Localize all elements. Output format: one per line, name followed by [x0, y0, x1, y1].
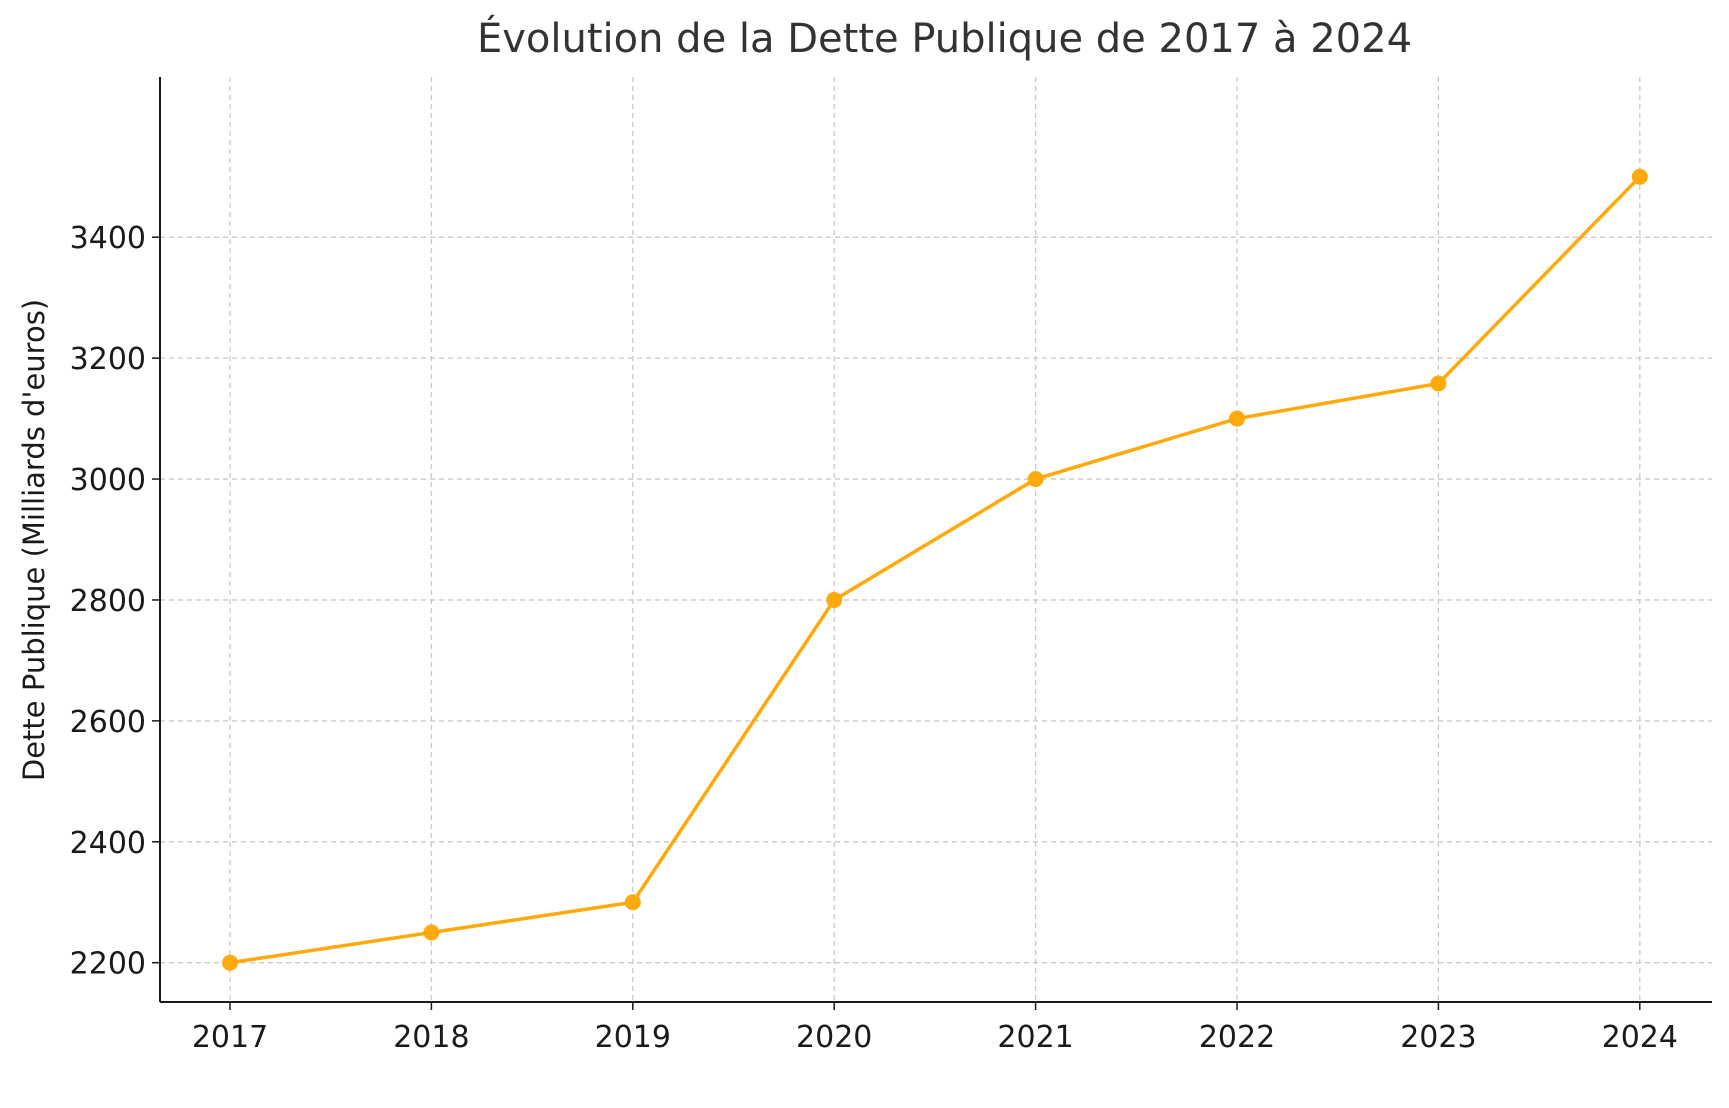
y-tick-label: 2800	[70, 584, 146, 619]
y-tick-label: 3000	[70, 463, 146, 498]
grid	[160, 77, 1712, 1002]
tick-labels: 2017 2018 2019 2020 2021 2022 2023 2024 2200 2400…	[70, 221, 1678, 1055]
data-point	[1229, 410, 1245, 427]
y-tick-label: 2400	[70, 826, 146, 861]
series	[222, 168, 1648, 971]
x-tick-label: 2024	[1602, 1020, 1678, 1055]
x-tick-label: 2020	[796, 1020, 872, 1055]
axes	[152, 77, 1712, 1010]
data-point	[423, 924, 440, 941]
data-point	[1027, 471, 1044, 488]
data-point	[222, 954, 238, 971]
chart-title: Évolution de la Dette Publique de 2017 à…	[476, 16, 1413, 62]
data-point	[1430, 375, 1447, 392]
y-tick-label: 3200	[70, 342, 146, 377]
x-tick-label: 2018	[393, 1020, 469, 1055]
x-tick-label: 2019	[595, 1020, 671, 1055]
data-point	[826, 591, 843, 608]
y-tick-label: 2200	[70, 947, 146, 982]
x-tick-label: 2021	[997, 1020, 1073, 1055]
x-tick-label: 2023	[1400, 1020, 1476, 1055]
y-tick-label: 2600	[70, 705, 146, 740]
data-point	[624, 894, 641, 911]
x-tick-label: 2017	[192, 1020, 268, 1055]
x-tick-label: 2022	[1199, 1020, 1275, 1055]
data-point	[1631, 168, 1648, 185]
series-line	[229, 175, 1642, 965]
y-tick-label: 3400	[70, 221, 146, 256]
